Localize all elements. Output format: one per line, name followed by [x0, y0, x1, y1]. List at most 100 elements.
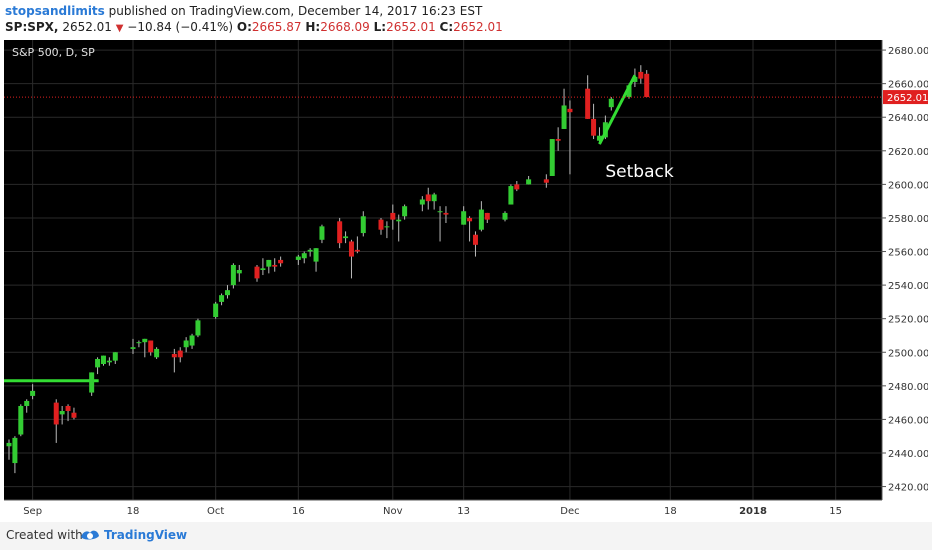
candle-down: [177, 350, 183, 358]
y-axis: 2420.00 2440.00 2460.00 2480.00 2500.00 2520.…: [882, 46, 929, 494]
y-tick-label: 2440.00: [888, 449, 928, 460]
x-tick-label: Nov: [383, 506, 403, 517]
candle-up: [419, 199, 425, 205]
y-tick-label: 2520.00: [888, 315, 928, 326]
candle-up: [106, 360, 112, 363]
candle-up: [526, 179, 532, 185]
candle-up: [343, 236, 349, 239]
candle-down: [53, 402, 59, 425]
candle-up: [608, 98, 614, 108]
candle-down: [585, 88, 591, 119]
candle-up: [596, 135, 602, 141]
y-tick-label: 2580.00: [888, 214, 928, 225]
candle-up: [59, 411, 65, 415]
high-value: 2668.09: [320, 20, 370, 34]
candle-up: [12, 437, 18, 464]
last-price-tag: [883, 90, 928, 105]
down-arrow-icon: ▼: [115, 23, 124, 34]
candle-up: [307, 249, 313, 252]
candle-up: [219, 295, 225, 302]
annotation-text: Setback: [605, 162, 673, 182]
candle-up: [478, 209, 484, 230]
y-tick-label: 2560.00: [888, 248, 928, 259]
x-tick-label: 15: [829, 506, 842, 517]
candle-up: [431, 194, 437, 202]
candle-up: [301, 253, 307, 259]
chart-area[interactable]: S&P 500, D, SP Setback 2420.00 2440.00 2460.…: [4, 40, 929, 520]
y-tick-label: 2660.00: [888, 80, 928, 91]
candle-up: [95, 358, 101, 368]
candle-up: [30, 390, 36, 396]
y-tick-label: 2640.00: [888, 113, 928, 124]
grid-lines: [4, 40, 882, 500]
candle-up: [6, 442, 12, 447]
created-with-text: Created with: [6, 528, 83, 542]
y-tick-label: 2540.00: [888, 281, 928, 292]
publish-info: stopsandlimits published on TradingView.…: [5, 3, 482, 19]
candle-up: [230, 264, 236, 286]
candle-up: [260, 268, 266, 270]
candle-up: [136, 342, 142, 344]
x-tick-label: 18: [127, 506, 140, 517]
y-tick-label: 2620.00: [888, 147, 928, 158]
candle-up: [396, 219, 402, 222]
candle-down: [390, 212, 396, 220]
candle-down: [378, 219, 384, 230]
symbol-label: SP:SPX,: [5, 20, 59, 34]
candle-up: [18, 405, 24, 435]
candle-up: [213, 303, 219, 318]
candle-up: [112, 352, 118, 361]
candle-up: [295, 256, 301, 260]
candle-down: [278, 259, 284, 264]
x-tick-label: Oct: [207, 506, 224, 517]
price-chart[interactable]: S&P 500, D, SP Setback 2420.00 2440.00 2460.…: [4, 40, 929, 520]
y-tick-label: 2680.00: [888, 46, 928, 57]
candle-up: [89, 372, 95, 393]
y-tick-label: 2600.00: [888, 180, 928, 191]
candle-up: [313, 248, 319, 262]
trendline: [598, 74, 637, 145]
x-tick-label: Dec: [560, 506, 579, 517]
candle-up: [130, 347, 136, 349]
open-label: O:: [236, 20, 252, 34]
tradingview-link[interactable]: TradingView: [104, 528, 188, 542]
candle-up: [360, 216, 366, 234]
candle-down: [638, 71, 644, 79]
candle-down: [484, 212, 490, 220]
candle-up: [154, 348, 160, 358]
last-price: 2652.01: [62, 20, 112, 34]
plot-background: [4, 40, 882, 500]
candle-up: [236, 270, 242, 274]
candle-up: [508, 186, 514, 205]
y-tick-label: 2420.00: [888, 483, 928, 494]
price-change: −10.84 (−0.41%): [127, 20, 234, 34]
close-label: C:: [439, 20, 454, 34]
chart-title: S&P 500, D, SP: [12, 46, 95, 59]
footer: Created with TradingView: [0, 522, 932, 550]
candle-down: [472, 234, 478, 245]
candle-down: [171, 353, 177, 358]
candle-down: [354, 249, 360, 252]
candle-up: [632, 76, 638, 82]
high-label: H:: [305, 20, 321, 34]
published-text: published on TradingView.com, December 1…: [108, 4, 483, 18]
candle-up: [402, 206, 408, 217]
candle-up: [626, 85, 632, 98]
candles: [6, 65, 650, 474]
candle-down: [467, 217, 473, 222]
last-price-tag-label: 2652.01: [887, 93, 928, 104]
tradingview-logo-icon[interactable]: [79, 527, 101, 546]
x-tick-label: 2018: [739, 506, 767, 517]
candle-up: [561, 105, 567, 129]
x-tick-label: 13: [457, 506, 470, 517]
author-link[interactable]: stopsandlimits: [5, 4, 105, 18]
x-tick-label: 18: [664, 506, 677, 517]
candle-down: [254, 266, 260, 279]
candle-up: [100, 355, 106, 365]
candle-down: [555, 139, 561, 141]
candle-down: [425, 194, 431, 202]
candle-up: [224, 290, 230, 296]
open-value: 2665.87: [251, 20, 302, 34]
low-label: L:: [373, 20, 387, 34]
close-value: 2652.01: [453, 20, 503, 34]
